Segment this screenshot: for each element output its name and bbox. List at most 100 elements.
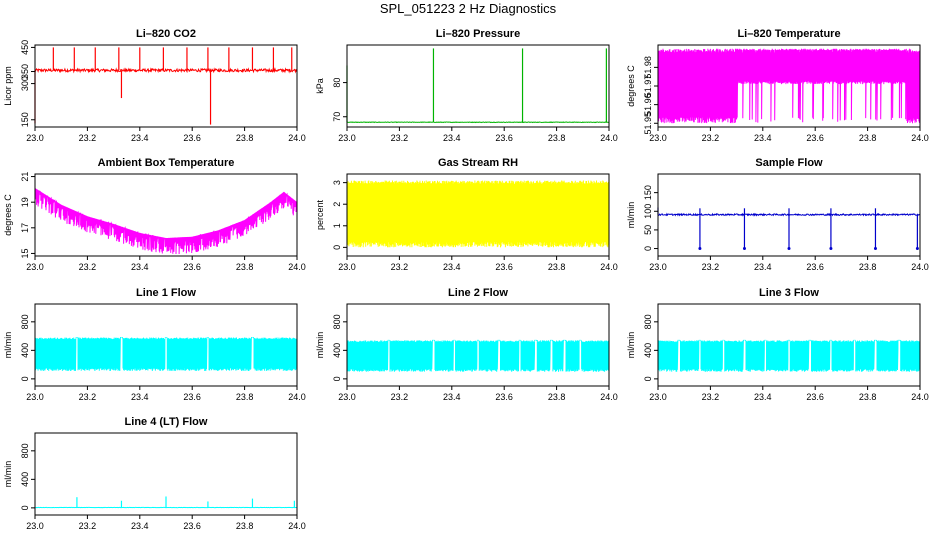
- chart-title: Line 3 Flow: [759, 287, 819, 299]
- x-tick-label: 23.6: [495, 392, 513, 402]
- x-tick-label: 24.0: [600, 392, 618, 402]
- y-tick-label: 350: [20, 64, 30, 79]
- y-tick-label: 15: [20, 248, 30, 258]
- chart-panel-licor-temp: Li–820 Temperature 23.0 23.2 23.4 23.6 23.8 24…: [626, 28, 929, 143]
- data-point: [915, 247, 919, 251]
- chart-title: Li–820 CO2: [136, 28, 196, 40]
- x-tick-label: 23.4: [131, 133, 149, 143]
- x-tick-label: 23.0: [338, 262, 356, 272]
- x-tick-label: 23.6: [183, 262, 201, 272]
- y-tick-label: 51.97: [643, 75, 653, 98]
- y-tick-label: 400: [643, 343, 653, 358]
- y-tick-label: 0: [332, 245, 342, 250]
- y-tick-label: 21: [20, 172, 30, 182]
- y-tick-label: 800: [643, 314, 653, 329]
- chart-panel-pressure: Li–820 Pressure 23.0 23.2 23.4 23.6 23.8 24.0 7…: [315, 28, 618, 143]
- x-tick-label: 23.0: [26, 262, 44, 272]
- y-tick-label: 50: [643, 225, 653, 235]
- x-tick-label: 23.2: [79, 392, 97, 402]
- x-tick-label: 23.0: [649, 392, 667, 402]
- data-series-sample-flow: [657, 207, 921, 251]
- x-tick-label: 23.0: [649, 262, 667, 272]
- x-tick-label: 24.0: [911, 262, 929, 272]
- data-point: [787, 247, 791, 251]
- series-line: [34, 188, 298, 255]
- series-line: [34, 67, 298, 74]
- x-tick-label: 23.8: [236, 133, 254, 143]
- y-tick-label: 19: [20, 197, 30, 207]
- x-tick-label: 23.8: [548, 262, 566, 272]
- data-point: [829, 247, 833, 251]
- x-tick-label: 23.2: [702, 262, 720, 272]
- y-axis-label: ml/min: [3, 461, 13, 488]
- chart-title: Line 2 Flow: [448, 287, 508, 299]
- y-tick-label: 51.98: [643, 56, 653, 79]
- y-tick-label: 100: [643, 204, 653, 219]
- chart-panel-line3: Line 3 Flow 23.0 23.2 23.4 23.6 23.8 24.0 0 400 8…: [626, 287, 929, 402]
- data-point: [698, 247, 702, 251]
- chart-title: Li–820 Pressure: [436, 28, 520, 40]
- x-tick-label: 23.6: [183, 133, 201, 143]
- x-tick-label: 24.0: [911, 392, 929, 402]
- chart-panel-rh: Gas Stream RH 23.0 23.2 23.4 23.6 23.8 24.0 0 1 2…: [315, 157, 618, 272]
- x-tick-label: 23.4: [754, 392, 772, 402]
- x-tick-label: 23.8: [859, 133, 877, 143]
- x-tick-label: 24.0: [288, 392, 306, 402]
- x-tick-label: 24.0: [600, 133, 618, 143]
- y-axis-label: ml/min: [3, 332, 13, 359]
- data-point: [742, 247, 746, 251]
- x-tick-label: 23.0: [338, 392, 356, 402]
- page-title: SPL_051223 2 Hz Diagnostics: [379, 1, 557, 16]
- x-tick-label: 23.6: [495, 262, 513, 272]
- y-axis-label: kPa: [315, 78, 325, 94]
- chart-title: Li–820 Temperature: [737, 28, 840, 40]
- x-tick-label: 23.4: [131, 262, 149, 272]
- x-tick-label: 23.2: [391, 392, 409, 402]
- data-series-line4: [34, 496, 298, 509]
- y-tick-label: 51.96: [643, 93, 653, 116]
- chart-title: Line 1 Flow: [136, 287, 196, 299]
- y-tick-label: 80: [332, 78, 342, 88]
- data-series-line3: [657, 339, 921, 372]
- x-tick-label: 23.6: [806, 262, 824, 272]
- x-tick-label: 23.6: [495, 133, 513, 143]
- x-tick-label: 23.4: [754, 133, 772, 143]
- chart-panel-line1: Line 1 Flow 23.0 23.2 23.4 23.6 23.8 24.0 0 400 8…: [3, 287, 306, 402]
- y-tick-label: 400: [20, 343, 30, 358]
- x-tick-label: 23.2: [702, 392, 720, 402]
- plot-frame: [346, 44, 610, 128]
- x-tick-label: 23.8: [236, 262, 254, 272]
- chart-title: Gas Stream RH: [438, 157, 518, 169]
- x-tick-label: 23.4: [443, 392, 461, 402]
- chart-panel-ambient: Ambient Box Temperature 23.0 23.2 23.4 23.6 2…: [3, 157, 306, 272]
- x-tick-label: 23.6: [806, 133, 824, 143]
- band-line: [346, 339, 610, 372]
- plot-frame: [34, 432, 298, 516]
- x-tick-label: 23.4: [754, 262, 772, 272]
- y-tick-label: 150: [20, 112, 30, 127]
- data-series-ambient: [34, 188, 298, 255]
- x-tick-label: 23.8: [548, 133, 566, 143]
- y-tick-label: 800: [332, 314, 342, 329]
- y-tick-label: 400: [332, 343, 342, 358]
- data-series-licor-temp: [657, 48, 921, 124]
- chart-panel-co2: Li–820 CO2 23.0 23.2 23.4 23.6 23.8 24.0 150 300…: [3, 28, 306, 143]
- y-tick-label: 70: [332, 112, 342, 122]
- x-tick-label: 23.4: [443, 262, 461, 272]
- data-series-rh: [346, 180, 610, 248]
- x-tick-label: 23.2: [391, 133, 409, 143]
- y-tick-label: 2: [332, 202, 342, 207]
- y-tick-label: 0: [643, 376, 653, 381]
- x-tick-label: 23.8: [236, 521, 254, 531]
- y-axis-label: ml/min: [626, 202, 636, 229]
- y-axis-label: degrees C: [626, 65, 636, 107]
- y-tick-label: 0: [20, 376, 30, 381]
- y-tick-label: 17: [20, 223, 30, 233]
- data-series-pressure: [346, 48, 610, 124]
- x-tick-label: 23.0: [26, 133, 44, 143]
- plot-frame: [657, 173, 921, 257]
- x-tick-label: 23.0: [338, 133, 356, 143]
- plot-frame: [346, 173, 610, 257]
- plot-frame: [34, 44, 298, 128]
- x-tick-label: 23.6: [806, 392, 824, 402]
